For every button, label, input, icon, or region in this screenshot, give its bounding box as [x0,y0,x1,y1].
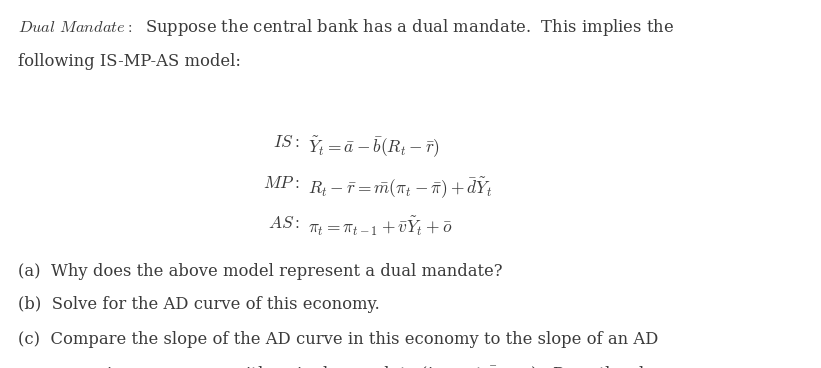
Text: (a)  Why does the above model represent a dual mandate?: (a) Why does the above model represent a… [18,263,502,280]
Text: $R_t - \bar{r} = \bar{m}(\pi_t - \bar{\pi}) + \bar{d}\tilde{Y}_t$: $R_t - \bar{r} = \bar{m}(\pi_t - \bar{\p… [308,175,493,199]
Text: $\pi_t = \pi_{t-1} + \bar{v}\tilde{Y}_t + \bar{o}$: $\pi_t = \pi_{t-1} + \bar{v}\tilde{Y}_t … [308,215,452,238]
Text: curve in an economy with a single mandate (i.e. set $\bar{d} = 0.$).  Does the s: curve in an economy with a single mandat… [18,364,676,368]
Text: following IS-MP-AS model:: following IS-MP-AS model: [18,53,241,70]
Text: $IS:$: $IS:$ [273,134,300,151]
Text: $\tilde{Y}_t = \bar{a} - \bar{b}(R_t - \bar{r})$: $\tilde{Y}_t = \bar{a} - \bar{b}(R_t - \… [308,134,440,159]
Text: $\mathit{Dual\ Mandate:}$  Suppose the central bank has a dual mandate.  This im: $\mathit{Dual\ Mandate:}$ Suppose the ce… [18,17,674,38]
Text: (c)  Compare the slope of the AD curve in this economy to the slope of an AD: (c) Compare the slope of the AD curve in… [18,331,658,348]
Text: $MP:$: $MP:$ [264,175,300,192]
Text: (b)  Solve for the AD curve of this economy.: (b) Solve for the AD curve of this econo… [18,296,380,313]
Text: $AS:$: $AS:$ [268,215,300,232]
